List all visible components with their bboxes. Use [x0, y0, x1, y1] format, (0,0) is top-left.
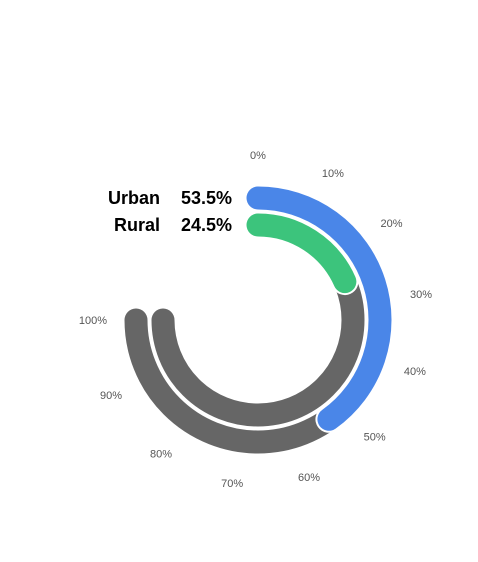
tick-label: 100% — [79, 315, 107, 327]
tick-label: 40% — [404, 366, 426, 378]
tick-label: 0% — [250, 150, 266, 162]
tick-label: 30% — [410, 289, 432, 301]
tick-label: 10% — [322, 168, 344, 180]
tick-labels: 0% 10% 20% 30% 40% 50% 60% 70% 80% 90% 100% — [79, 150, 432, 490]
bar-rural — [246, 213, 357, 294]
series-legend: Urban 53.5% Rural 24.5% — [108, 188, 232, 235]
tick-label: 90% — [100, 390, 122, 402]
tick-label: 60% — [298, 472, 320, 484]
bar-urban — [246, 186, 392, 431]
series-name-urban: Urban — [108, 188, 160, 208]
tick-label: 50% — [364, 432, 386, 444]
tick-label: 80% — [150, 449, 172, 461]
series-value-rural: 24.5% — [181, 215, 232, 235]
tick-label: 70% — [221, 478, 243, 490]
series-value-urban: 53.5% — [181, 188, 232, 208]
series-name-rural: Rural — [114, 215, 160, 235]
value-bars — [244, 184, 394, 433]
tick-label: 20% — [380, 218, 402, 230]
